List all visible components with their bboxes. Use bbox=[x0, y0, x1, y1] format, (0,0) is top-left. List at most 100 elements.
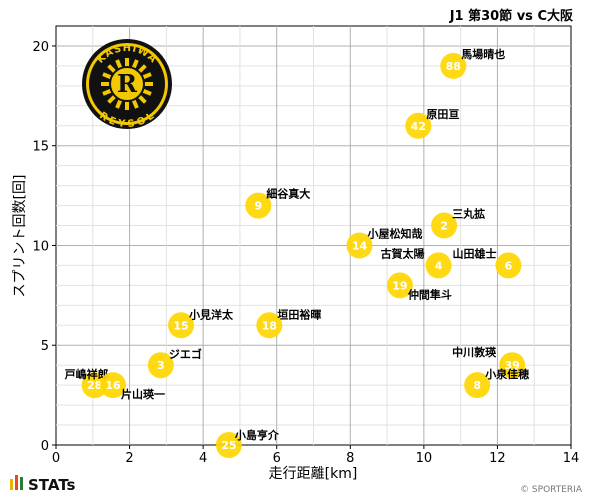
point-marker bbox=[425, 252, 452, 279]
point-number: 39 bbox=[504, 359, 519, 372]
point-marker bbox=[495, 252, 522, 279]
point-number: 15 bbox=[173, 319, 188, 332]
brand-bar-1 bbox=[10, 479, 13, 490]
point-marker bbox=[147, 352, 174, 379]
point-label: 細谷真大 bbox=[266, 187, 310, 201]
data-point: 3 ジエゴ bbox=[147, 347, 202, 379]
y-axis-ticks: 0 5 10 15 20 bbox=[32, 40, 56, 454]
brand-bar-2 bbox=[15, 475, 18, 490]
point-number: 42 bbox=[411, 120, 426, 133]
logo-center-disc bbox=[109, 66, 145, 102]
data-point: 2 三丸拡 bbox=[431, 207, 485, 239]
point-marker bbox=[346, 232, 373, 259]
point-label: 片山瑛一 bbox=[121, 387, 165, 401]
brand-text: STATs bbox=[28, 476, 76, 494]
logo-ray bbox=[102, 88, 113, 96]
y-tick-label: 20 bbox=[32, 40, 49, 55]
x-tick-label: 2 bbox=[125, 451, 133, 466]
point-marker bbox=[431, 212, 458, 239]
y-tick-label: 0 bbox=[41, 439, 49, 454]
team-logo: R KASHIWA REYSOL bbox=[82, 39, 172, 130]
brand-bar-3 bbox=[20, 477, 23, 490]
x-tick-label: 6 bbox=[273, 451, 281, 466]
point-marker bbox=[440, 52, 467, 79]
logo-ray bbox=[115, 59, 123, 70]
point-label: 馬場晴也 bbox=[461, 47, 505, 61]
x-tick-label: 8 bbox=[346, 451, 354, 466]
point-label: 垣田裕暉 bbox=[277, 307, 321, 321]
point-marker bbox=[100, 372, 127, 399]
point-marker bbox=[245, 192, 272, 219]
data-point: 39 中川敦瑛 bbox=[452, 345, 526, 379]
y-axis-label: スプリント回数[回] bbox=[12, 175, 28, 298]
point-label: ジエゴ bbox=[169, 347, 202, 361]
point-label: 古賀太陽 bbox=[381, 246, 425, 260]
point-label: 中川敦瑛 bbox=[452, 345, 497, 359]
logo-ray bbox=[137, 94, 147, 104]
x-tick-label: 12 bbox=[489, 451, 506, 466]
point-marker bbox=[168, 312, 195, 339]
point-number: 2 bbox=[440, 220, 448, 233]
logo-ray bbox=[107, 94, 117, 104]
y-tick-label: 15 bbox=[32, 140, 49, 155]
point-number: 6 bbox=[505, 259, 513, 272]
point-marker bbox=[499, 352, 526, 379]
point-label: 原田亘 bbox=[426, 108, 459, 121]
point-marker bbox=[405, 112, 432, 139]
y-tick-label: 5 bbox=[41, 339, 49, 354]
point-label: 三丸拡 bbox=[452, 207, 485, 221]
point-number: 88 bbox=[446, 60, 461, 73]
point-marker bbox=[386, 272, 413, 299]
point-number: 9 bbox=[254, 200, 262, 213]
point-number: 19 bbox=[392, 279, 407, 292]
x-tick-label: 14 bbox=[563, 451, 580, 466]
point-number: 4 bbox=[435, 259, 443, 272]
logo-ray bbox=[131, 98, 139, 109]
y-tick-label: 10 bbox=[32, 239, 49, 254]
point-number: 16 bbox=[105, 379, 121, 392]
point-number: 3 bbox=[157, 359, 165, 372]
logo-ray bbox=[141, 88, 152, 96]
data-point: 9 細谷真大 bbox=[245, 187, 310, 219]
x-tick-label: 0 bbox=[52, 451, 60, 466]
point-label: 戸嶋祥郎 bbox=[65, 367, 109, 381]
point-number: 8 bbox=[473, 379, 481, 392]
point-label: 仲間隼斗 bbox=[408, 287, 452, 301]
point-label: 小見洋太 bbox=[188, 307, 234, 321]
data-point: 4 古賀太陽 bbox=[381, 246, 452, 279]
point-marker bbox=[464, 372, 491, 399]
point-label: 小屋松知哉 bbox=[366, 226, 422, 240]
logo-ray bbox=[131, 59, 139, 70]
point-label: 小島亨介 bbox=[234, 428, 280, 442]
data-point: 6 山田雄士 bbox=[452, 246, 522, 279]
plot-area: R KASHIWA REYSOL 88馬場晴也42原田亘9細谷真大2三丸拡14小… bbox=[55, 25, 572, 458]
data-points: 88馬場晴也42原田亘9細谷真大2三丸拡14小屋松知哉4古賀太陽6山田雄士19仲… bbox=[65, 47, 529, 458]
copyright: © SPORTERIA bbox=[520, 485, 583, 495]
logo-rays bbox=[101, 58, 153, 110]
footer-brand: STATs bbox=[10, 475, 76, 494]
point-marker bbox=[215, 432, 242, 458]
logo-letter: R bbox=[117, 69, 138, 98]
x-axis-label: 走行距離[km] bbox=[269, 465, 358, 482]
point-marker bbox=[256, 312, 283, 339]
logo-ray bbox=[137, 64, 147, 74]
chart-title: J1 第30節 vs C大阪 bbox=[449, 8, 574, 24]
x-tick-label: 10 bbox=[416, 451, 433, 466]
logo-ray bbox=[141, 72, 152, 80]
point-label: 小泉佳穂 bbox=[484, 367, 529, 381]
x-axis-ticks: 0 2 4 6 8 10 12 14 bbox=[52, 445, 579, 466]
point-number: 14 bbox=[352, 239, 368, 252]
point-label: 山田雄士 bbox=[452, 246, 496, 260]
point-number: 28 bbox=[87, 379, 102, 392]
logo-ray bbox=[115, 98, 123, 109]
